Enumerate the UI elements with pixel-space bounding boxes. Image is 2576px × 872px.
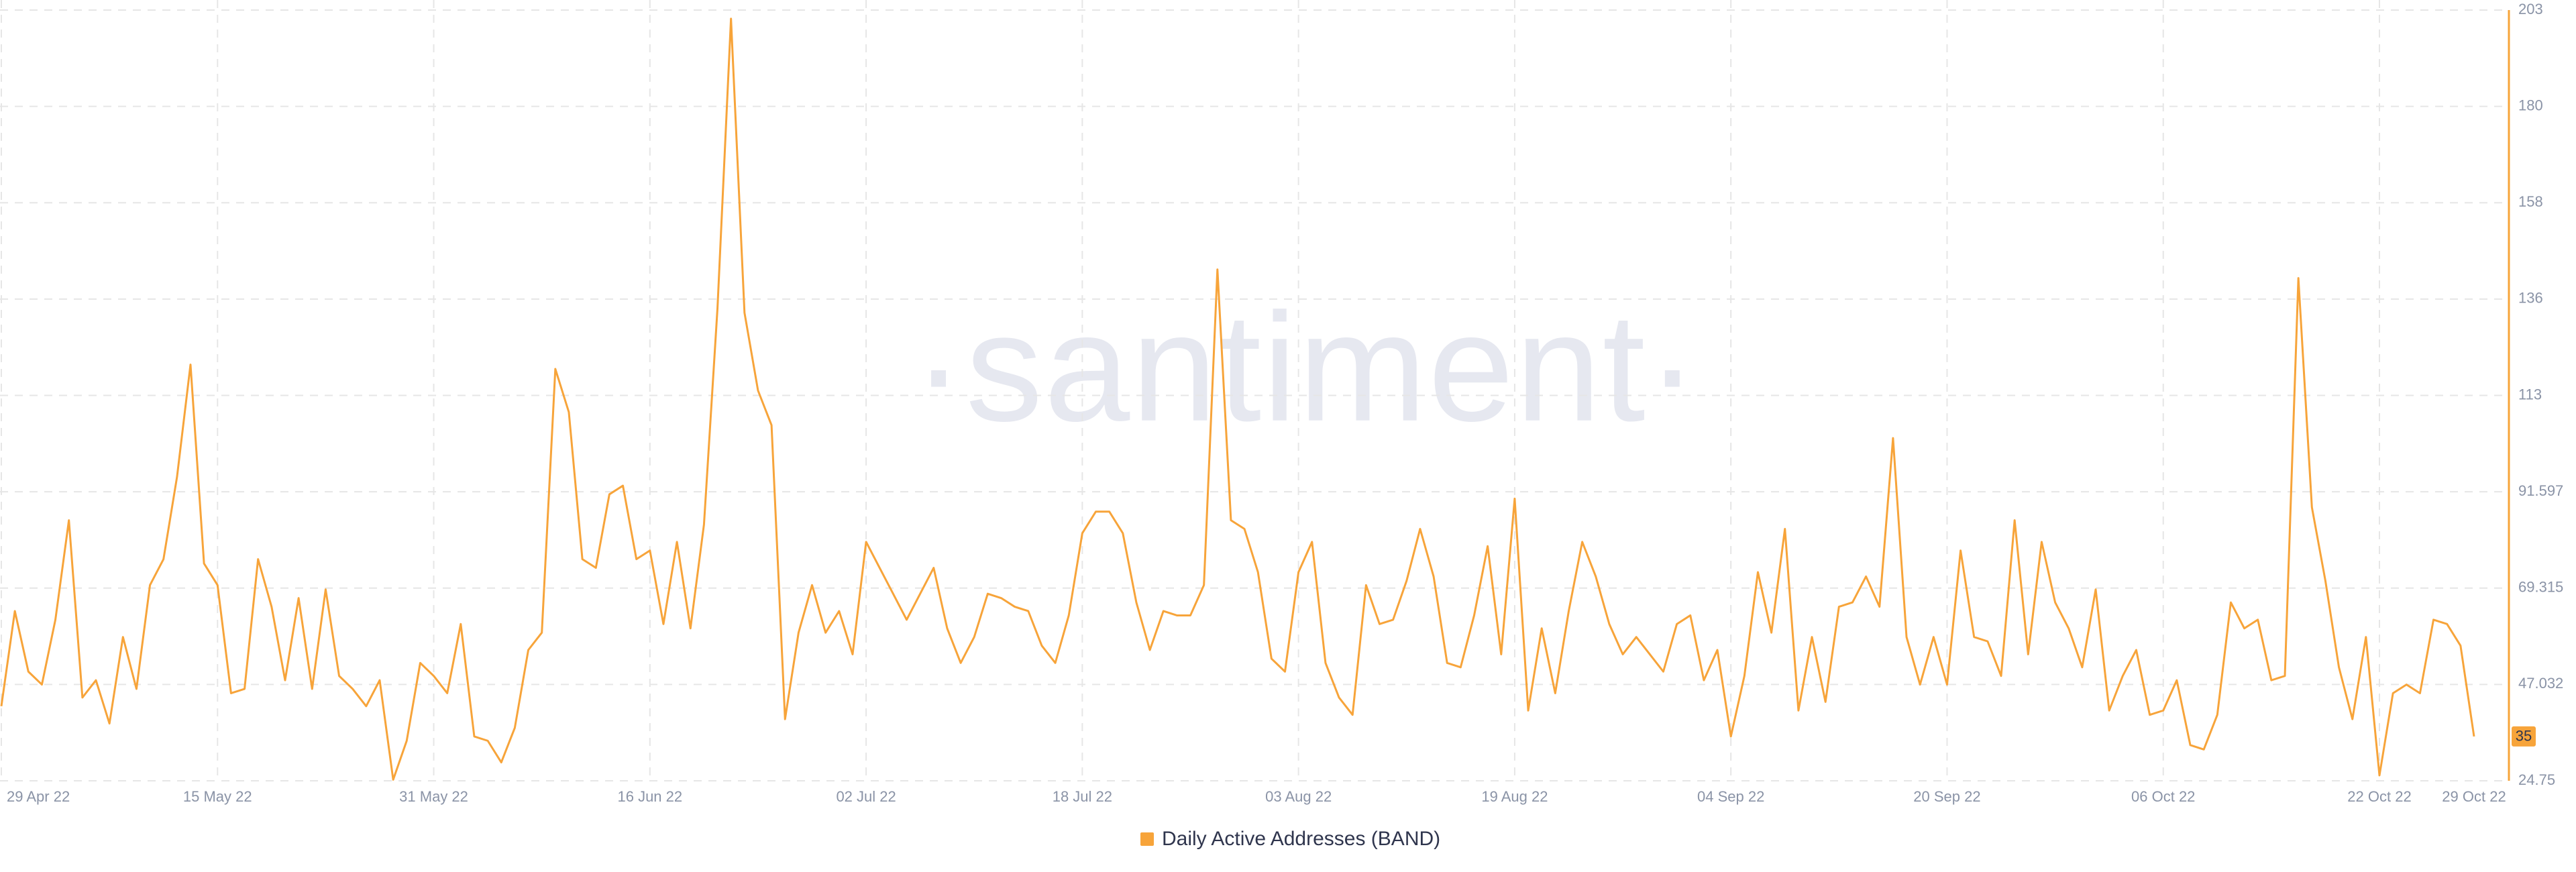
line-series [0, 17, 2475, 781]
y-tick-label: 158 [2518, 193, 2543, 210]
x-tick-label: 20 Sep 22 [1913, 788, 1980, 805]
y-tick-label: 91.597 [2518, 482, 2563, 499]
x-tick-label: 18 Jul 22 [1053, 788, 1112, 805]
x-tick-label: 22 Oct 22 [2347, 788, 2411, 805]
x-tick-label: 03 Aug 22 [1265, 788, 1332, 805]
x-tick-label: 19 Aug 22 [1481, 788, 1548, 805]
x-tick-label: 02 Jul 22 [836, 788, 896, 805]
y-tick-label: 47.032 [2518, 675, 2563, 692]
last-value-badge [2512, 726, 2536, 747]
x-tick-label: 29 Oct 22 [2442, 788, 2506, 805]
watermark: ·santiment· [913, 281, 1699, 453]
legend-label: Daily Active Addresses (BAND) [1162, 828, 1440, 850]
x-tick-label: 29 Apr 22 [7, 788, 70, 805]
y-tick-label: 203 [2518, 1, 2543, 17]
last-value-label: 35 [2516, 728, 2532, 745]
y-tick-label: 136 [2518, 290, 2543, 307]
y-tick-label: 180 [2518, 97, 2543, 113]
x-tick-label: 06 Oct 22 [2131, 788, 2195, 805]
x-tick-label: 15 May 22 [183, 788, 252, 805]
x-tick-label: 04 Sep 22 [1697, 788, 1764, 805]
y-tick-label: 69.315 [2518, 579, 2563, 596]
x-tick-label: 16 Jun 22 [617, 788, 682, 805]
x-tick-label: 31 May 22 [399, 788, 468, 805]
y-tick-label: 24.75 [2518, 771, 2555, 788]
y-tick-label: 113 [2518, 386, 2542, 402]
legend-swatch [1140, 832, 1154, 846]
